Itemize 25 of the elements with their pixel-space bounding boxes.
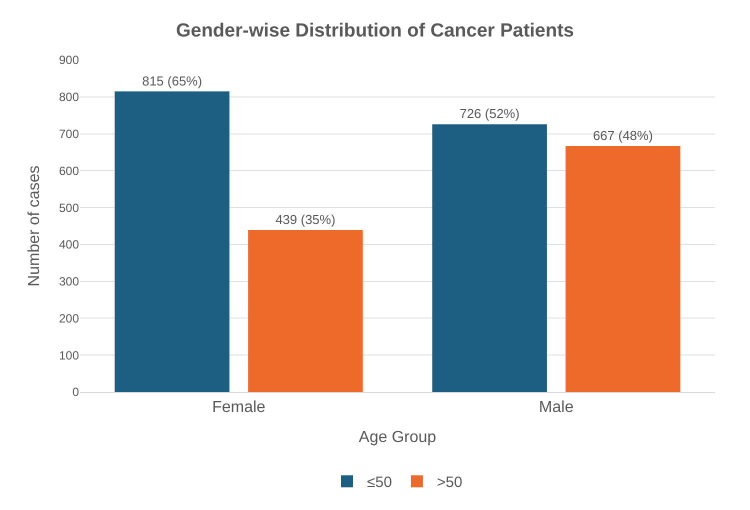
x-axis-title: Age Group (358, 428, 436, 446)
y-axis-title: Number of cases (26, 166, 43, 286)
bar (248, 230, 363, 392)
data-label: 815 (65%) (142, 73, 202, 88)
legend-label: ≤50 (367, 474, 392, 492)
y-tick-label: 700 (58, 126, 80, 141)
legend-label: >50 (436, 474, 462, 492)
chart-title: Gender-wise Distribution of Cancer Patients (176, 20, 574, 42)
y-tick-label: 400 (58, 238, 80, 252)
y-tick-label: 800 (58, 90, 80, 104)
bar (114, 91, 230, 392)
y-tick-label: 200 (58, 311, 80, 326)
y-tick-label: 100 (58, 348, 80, 362)
y-tick-label: 500 (58, 200, 80, 215)
y-tick-label: 0 (72, 385, 80, 400)
y-tick-label: 900 (58, 53, 80, 68)
data-label: 726 (52%) (460, 106, 520, 122)
data-label: 439 (35%) (275, 212, 336, 228)
x-tick-label: Male (538, 399, 574, 416)
y-tick-label: 600 (58, 164, 80, 178)
bar (432, 124, 547, 392)
x-tick-label: Female (212, 399, 266, 416)
bar (566, 146, 680, 392)
data-label: 667 (48%) (592, 128, 653, 143)
y-tick-label: 300 (58, 274, 80, 289)
